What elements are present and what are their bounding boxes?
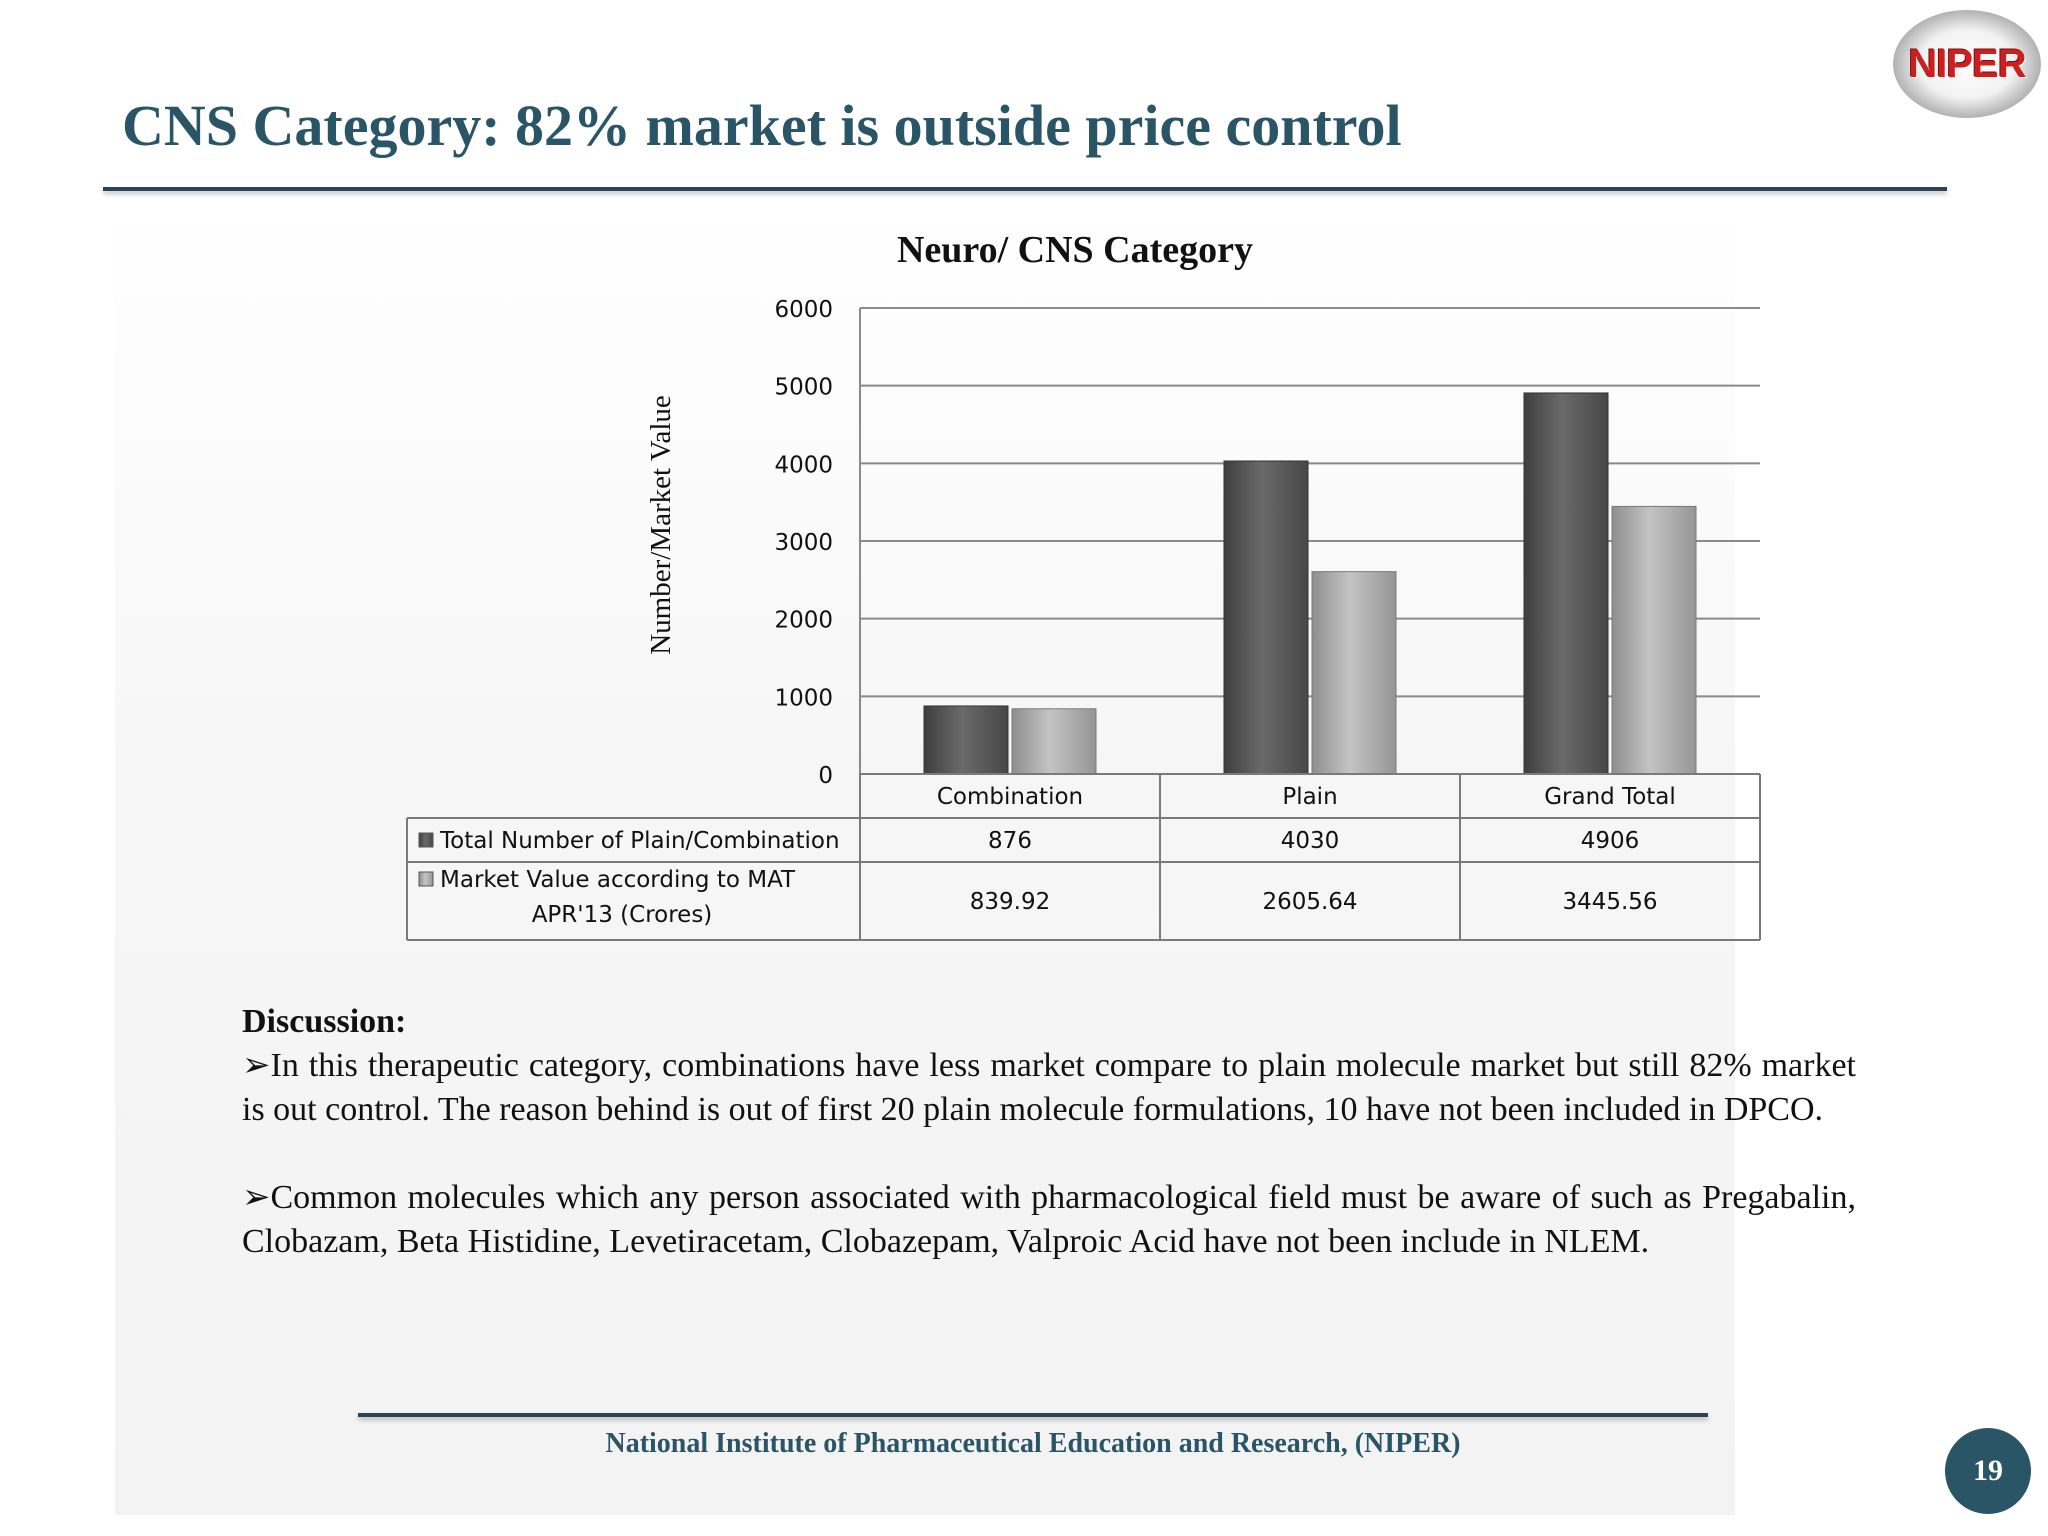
slide-title: CNS Category: 82% market is outside pric… (122, 93, 1402, 158)
table-value: 2605.64 (1262, 889, 1357, 915)
x-category-label: Grand Total (1544, 784, 1676, 810)
bullet-text: Common molecules which any person associ… (242, 1179, 1856, 1260)
y-tick-label: 4000 (774, 452, 833, 478)
chart-title: Neuro/ CNS Category (897, 229, 1253, 271)
bar-market-value (1011, 708, 1097, 775)
table-value: 839.92 (970, 889, 1050, 915)
y-axis-label: Number/Market Value (645, 395, 677, 655)
y-tick-label: 0 (818, 763, 833, 789)
y-tick-label: 3000 (774, 530, 833, 556)
bullet-arrow-icon: ➢ (242, 1047, 271, 1084)
table-value: 3445.56 (1562, 889, 1657, 915)
page-number-badge: 19 (1945, 1428, 2031, 1514)
discussion-bullet-1: ➢In this therapeutic category, combinati… (242, 1044, 1856, 1132)
bullet-text: In this therapeutic category, combinatio… (242, 1047, 1856, 1128)
legend-key-market-value (418, 871, 434, 887)
y-tick-label: 1000 (774, 685, 833, 711)
y-tick-label: 5000 (774, 375, 833, 401)
x-category-label: Combination (937, 784, 1083, 810)
legend-label: APR'13 (Crores) (532, 902, 713, 928)
bar-market-value (1311, 571, 1397, 775)
x-category-label: Plain (1282, 784, 1337, 810)
legend-key-total-number (418, 832, 434, 848)
discussion-heading: Discussion: (242, 1003, 407, 1040)
legend-label: Market Value according to MAT (440, 867, 796, 893)
table-value: 4030 (1281, 828, 1340, 854)
bar-total-number (1223, 460, 1309, 775)
paragraph-gap (242, 1132, 1856, 1176)
y-tick-label: 2000 (774, 608, 833, 634)
slide-background (115, 195, 1735, 1515)
footer-institution: National Institute of Pharmaceutical Edu… (605, 1428, 1461, 1459)
bar-market-value (1611, 505, 1697, 775)
legend-label: Total Number of Plain/Combination (439, 828, 840, 854)
title-divider (103, 187, 1947, 191)
discussion-bullet-2: ➢Common molecules which any person assoc… (242, 1176, 1856, 1264)
bar-total-number (923, 705, 1009, 775)
logo-text: NIPER (1908, 41, 2026, 86)
footer-divider (358, 1413, 1708, 1417)
table-value: 876 (988, 828, 1032, 854)
discussion-section: Discussion: ➢In this therapeutic categor… (242, 1000, 1856, 1264)
bar-total-number (1523, 392, 1609, 775)
bullet-arrow-icon: ➢ (242, 1179, 271, 1216)
bar-chart: Neuro/ CNS Category 0 1000 2000 3000 4000 5000… (406, 229, 1761, 941)
table-value: 4906 (1581, 828, 1640, 854)
niper-logo: NIPER (1893, 10, 2041, 118)
y-tick-label: 6000 (774, 297, 833, 323)
